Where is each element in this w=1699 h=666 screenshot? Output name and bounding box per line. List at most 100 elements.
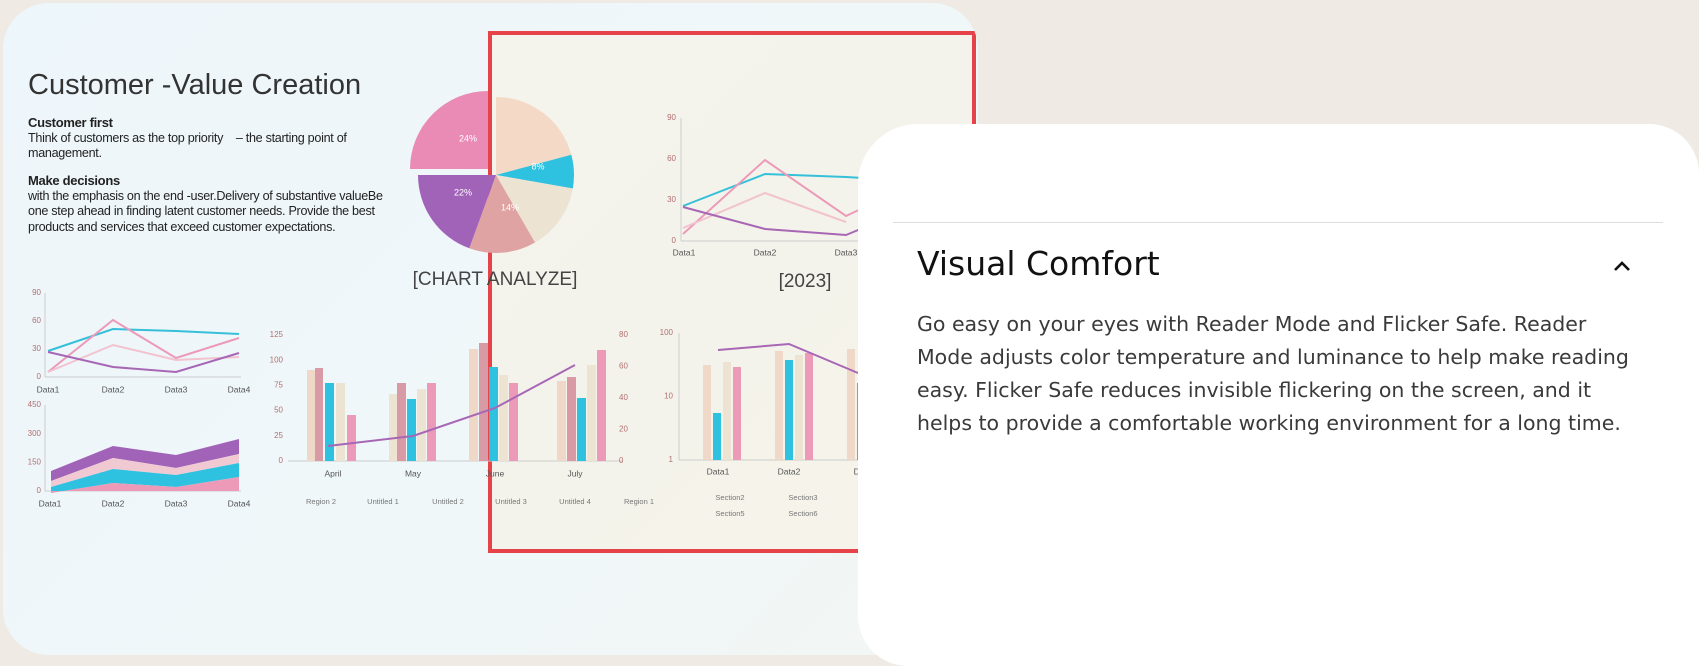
bar	[389, 394, 397, 461]
y-tick-label: 0	[37, 372, 42, 381]
bar	[795, 355, 803, 460]
bar	[587, 365, 596, 461]
legend-label: Section5	[715, 509, 744, 518]
bar	[407, 399, 416, 461]
caption: [CHART ANALYZE]	[412, 269, 578, 290]
legend-label: Region 2	[306, 497, 336, 506]
chevron-icon	[1614, 261, 1630, 271]
y-tick-label: 80	[619, 330, 628, 339]
line-chart	[680, 118, 864, 242]
pie-slice	[410, 91, 488, 169]
y-tick-label: 60	[619, 362, 628, 371]
bar	[479, 343, 488, 461]
y-tick-label: 20	[619, 425, 628, 434]
area	[51, 477, 239, 493]
collapse-toggle[interactable]	[1610, 254, 1634, 278]
pie-chart	[410, 91, 574, 253]
y-tick-label: 90	[667, 113, 676, 122]
legend-label: Section3	[788, 493, 817, 502]
bar	[509, 383, 518, 461]
pie-slice	[496, 154, 574, 189]
bar	[315, 368, 323, 461]
pie-slice	[418, 175, 496, 249]
bar	[397, 383, 406, 461]
x-tick-label: Data3	[835, 247, 858, 257]
x-tick-label: April	[324, 468, 341, 478]
bar	[557, 381, 566, 461]
y-tick-label: 50	[274, 406, 283, 415]
y-tick-label: 60	[32, 316, 41, 325]
y-tick-label: 10	[664, 392, 673, 401]
y-tick-label: 30	[667, 195, 676, 204]
x-tick-label: June	[486, 468, 505, 478]
bar	[723, 362, 731, 460]
bar	[499, 375, 508, 461]
area	[51, 463, 239, 493]
line	[682, 158, 864, 235]
bar-chart	[288, 343, 623, 462]
y-tick-label: 100	[660, 328, 674, 337]
x-tick-label: Data3	[165, 384, 188, 394]
y-tick-label: 0	[672, 236, 677, 245]
line	[327, 364, 576, 447]
y-tick-label: 75	[274, 381, 283, 390]
pie-label: 24%	[459, 133, 477, 143]
bar	[703, 365, 711, 460]
bar	[733, 367, 741, 460]
x-tick-label: Data4	[228, 498, 251, 508]
y-tick-label: 30	[32, 344, 41, 353]
bar	[336, 383, 345, 461]
x-tick-label: Data2	[778, 466, 801, 476]
bar	[567, 377, 576, 461]
y-tick-label: 125	[270, 330, 284, 339]
pie-label: 22%	[454, 187, 472, 197]
y-tick-label: 300	[28, 429, 42, 438]
y-tick-label: 0	[619, 456, 624, 465]
y-tick-label: 450	[28, 400, 42, 409]
x-tick-label: May	[405, 468, 422, 478]
line	[717, 342, 859, 374]
bar	[417, 389, 426, 461]
pie-slice	[469, 175, 535, 253]
bar	[785, 360, 793, 460]
y-tick-label: 100	[270, 355, 284, 364]
x-tick-label: Data1	[707, 466, 730, 476]
x-tick-label: Data1	[37, 384, 60, 394]
bar	[805, 353, 813, 460]
line	[682, 172, 864, 207]
bar	[713, 413, 721, 460]
slide-title: Customer -Value Creation	[28, 69, 362, 101]
line	[47, 351, 240, 374]
bar	[597, 350, 606, 461]
legend-label: Untitled 2	[432, 497, 464, 506]
line	[47, 327, 240, 352]
area	[51, 439, 239, 481]
legend-label: Section6	[788, 509, 817, 518]
legend-label: Untitled 4	[559, 497, 591, 506]
section-text: with the emphasis on the end -user.Deliv…	[28, 188, 383, 234]
legend-label: Untitled 3	[495, 497, 527, 506]
y-tick-label: 0	[37, 486, 42, 495]
line	[47, 318, 240, 373]
slide-section: Make decisions with the emphasis on the …	[28, 173, 388, 235]
y-tick-label: 90	[32, 288, 41, 297]
x-tick-label: Data2	[102, 384, 125, 394]
bar	[577, 398, 586, 461]
pie-slice	[496, 175, 573, 243]
bar	[489, 367, 498, 461]
x-tick-label: Data4	[228, 384, 251, 394]
legend-label: Region 1	[624, 497, 654, 506]
bar	[347, 415, 356, 461]
y-tick-label: 1	[669, 455, 674, 464]
x-tick-label: Data2	[102, 498, 125, 508]
section-text: Think of customers as the top priority –…	[28, 130, 347, 161]
bar	[325, 383, 334, 461]
card-title: Visual Comfort	[917, 244, 1160, 283]
line	[682, 206, 864, 237]
slide-section: Customer first Think of customers as the…	[28, 115, 388, 162]
y-tick-label: 0	[279, 456, 284, 465]
feature-card: Visual Comfort Go easy on your eyes with…	[858, 124, 1699, 666]
y-tick-label: 60	[667, 154, 676, 163]
pie-slice	[496, 97, 572, 175]
